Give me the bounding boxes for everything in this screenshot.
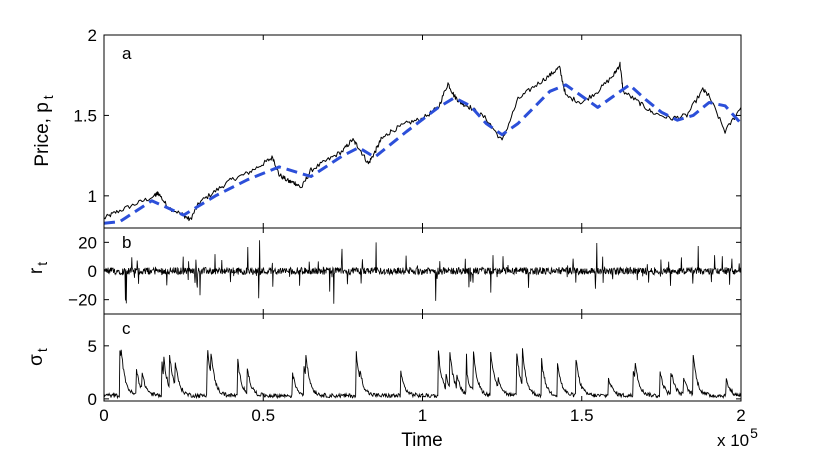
x-tick-label: 1.5 (570, 406, 594, 425)
y-tick-label: 0 (88, 390, 97, 409)
panel-c-x-ticks: 0 0.5 1 1.5 2 (99, 35, 746, 425)
y-tick-label: 2 (88, 26, 97, 45)
panel-a-plot-area (103, 61, 743, 225)
volatility-line (103, 348, 742, 400)
returns-line (103, 240, 742, 304)
x-axis-scale-exp: 5 (750, 425, 758, 441)
panel-c-y-ticks: 05 (88, 337, 741, 409)
panel-a-y-label-sub: t (40, 95, 56, 99)
panel-b-letter: b (122, 233, 131, 252)
y-tick-label: 1 (88, 187, 97, 206)
panel-b-plot-area (103, 240, 742, 304)
panel-c-y-label-sub: t (34, 348, 50, 352)
panel-a-y-label: Price, p t (32, 95, 56, 166)
y-tick-label: 5 (88, 337, 97, 356)
panel-c: c 05 0 0.5 1 1.5 2 σt Time x 105 (26, 35, 758, 451)
x-axis-label: Time (401, 430, 443, 451)
panel-c-letter: c (122, 319, 131, 338)
trend-dashed-line (103, 83, 743, 225)
x-tick-label: 2 (736, 406, 745, 425)
panel-c-plot-area (103, 348, 742, 400)
panel-c-y-label: σt (26, 348, 50, 366)
panel-a-letter: a (122, 44, 132, 63)
panel-a-frame (103, 34, 742, 229)
panel-b-y-label-sub: t (34, 262, 50, 266)
x-tick-label: 0.5 (251, 406, 275, 425)
panel-b-y-label-main: r (26, 267, 47, 274)
panel-b-y-ticks: −20 0 20 (68, 233, 741, 310)
panel-c-y-label-main: σ (26, 354, 47, 366)
panel-a: a 11.52 Price, pt (32, 26, 743, 229)
panel-b: b −20 0 20 rt (26, 227, 742, 315)
price-line (103, 61, 742, 222)
y-tick-label: −20 (68, 291, 97, 310)
panel-b-y-label: rt (26, 262, 50, 274)
panel-a-y-ticks: 11.52 (73, 26, 741, 206)
y-tick-label: 0 (88, 262, 97, 281)
y-tick-label: 1.5 (73, 106, 97, 125)
panel-c-frame (103, 313, 742, 402)
x-axis-scale-factor: x 105 (717, 425, 758, 450)
x-tick-label: 1 (418, 406, 427, 425)
x-axis-scale-main: x 10 (717, 431, 749, 450)
x-tick-label: 0 (99, 406, 108, 425)
panel-a-y-label-main: Price, p (32, 102, 53, 166)
y-tick-label: 20 (78, 233, 97, 252)
